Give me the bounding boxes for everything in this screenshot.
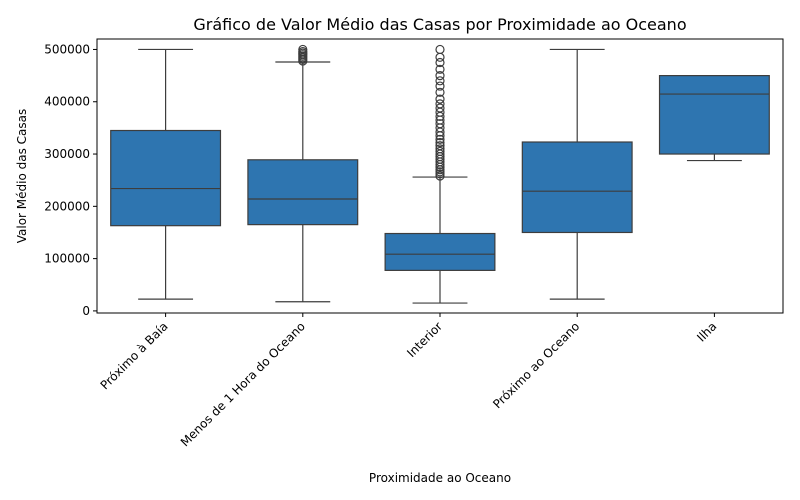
x-tick-label: Interior: [404, 319, 445, 360]
outlier-point: [436, 45, 444, 53]
x-tick-label: Próximo à Baía: [98, 319, 171, 392]
box-iqr: [660, 76, 770, 154]
y-tick-label: 300000: [44, 147, 90, 161]
y-tick-label: 100000: [44, 252, 90, 266]
outlier-point: [436, 53, 444, 61]
x-tick-label: Próximo ao Oceano: [490, 319, 582, 411]
y-tick-label: 0: [82, 304, 90, 318]
box-iqr: [522, 142, 632, 232]
x-tick-label: Menos de 1 Hora do Oceano: [178, 319, 308, 449]
y-tick-label: 400000: [44, 95, 90, 109]
x-axis-label: Proximidade ao Oceano: [369, 471, 511, 485]
y-tick-label: 200000: [44, 199, 90, 213]
chart-title: Gráfico de Valor Médio das Casas por Pro…: [193, 15, 686, 34]
box-iqr: [385, 234, 495, 271]
y-axis-label: Valor Médio das Casas: [15, 109, 29, 244]
box-iqr: [248, 160, 358, 225]
plot-area: 0 100000 200000 300000 400000 500000 Próximo à…: [44, 42, 769, 449]
box-iqr: [111, 131, 221, 226]
y-tick-label: 500000: [44, 42, 90, 56]
x-tick-label: Ilha: [694, 319, 719, 344]
